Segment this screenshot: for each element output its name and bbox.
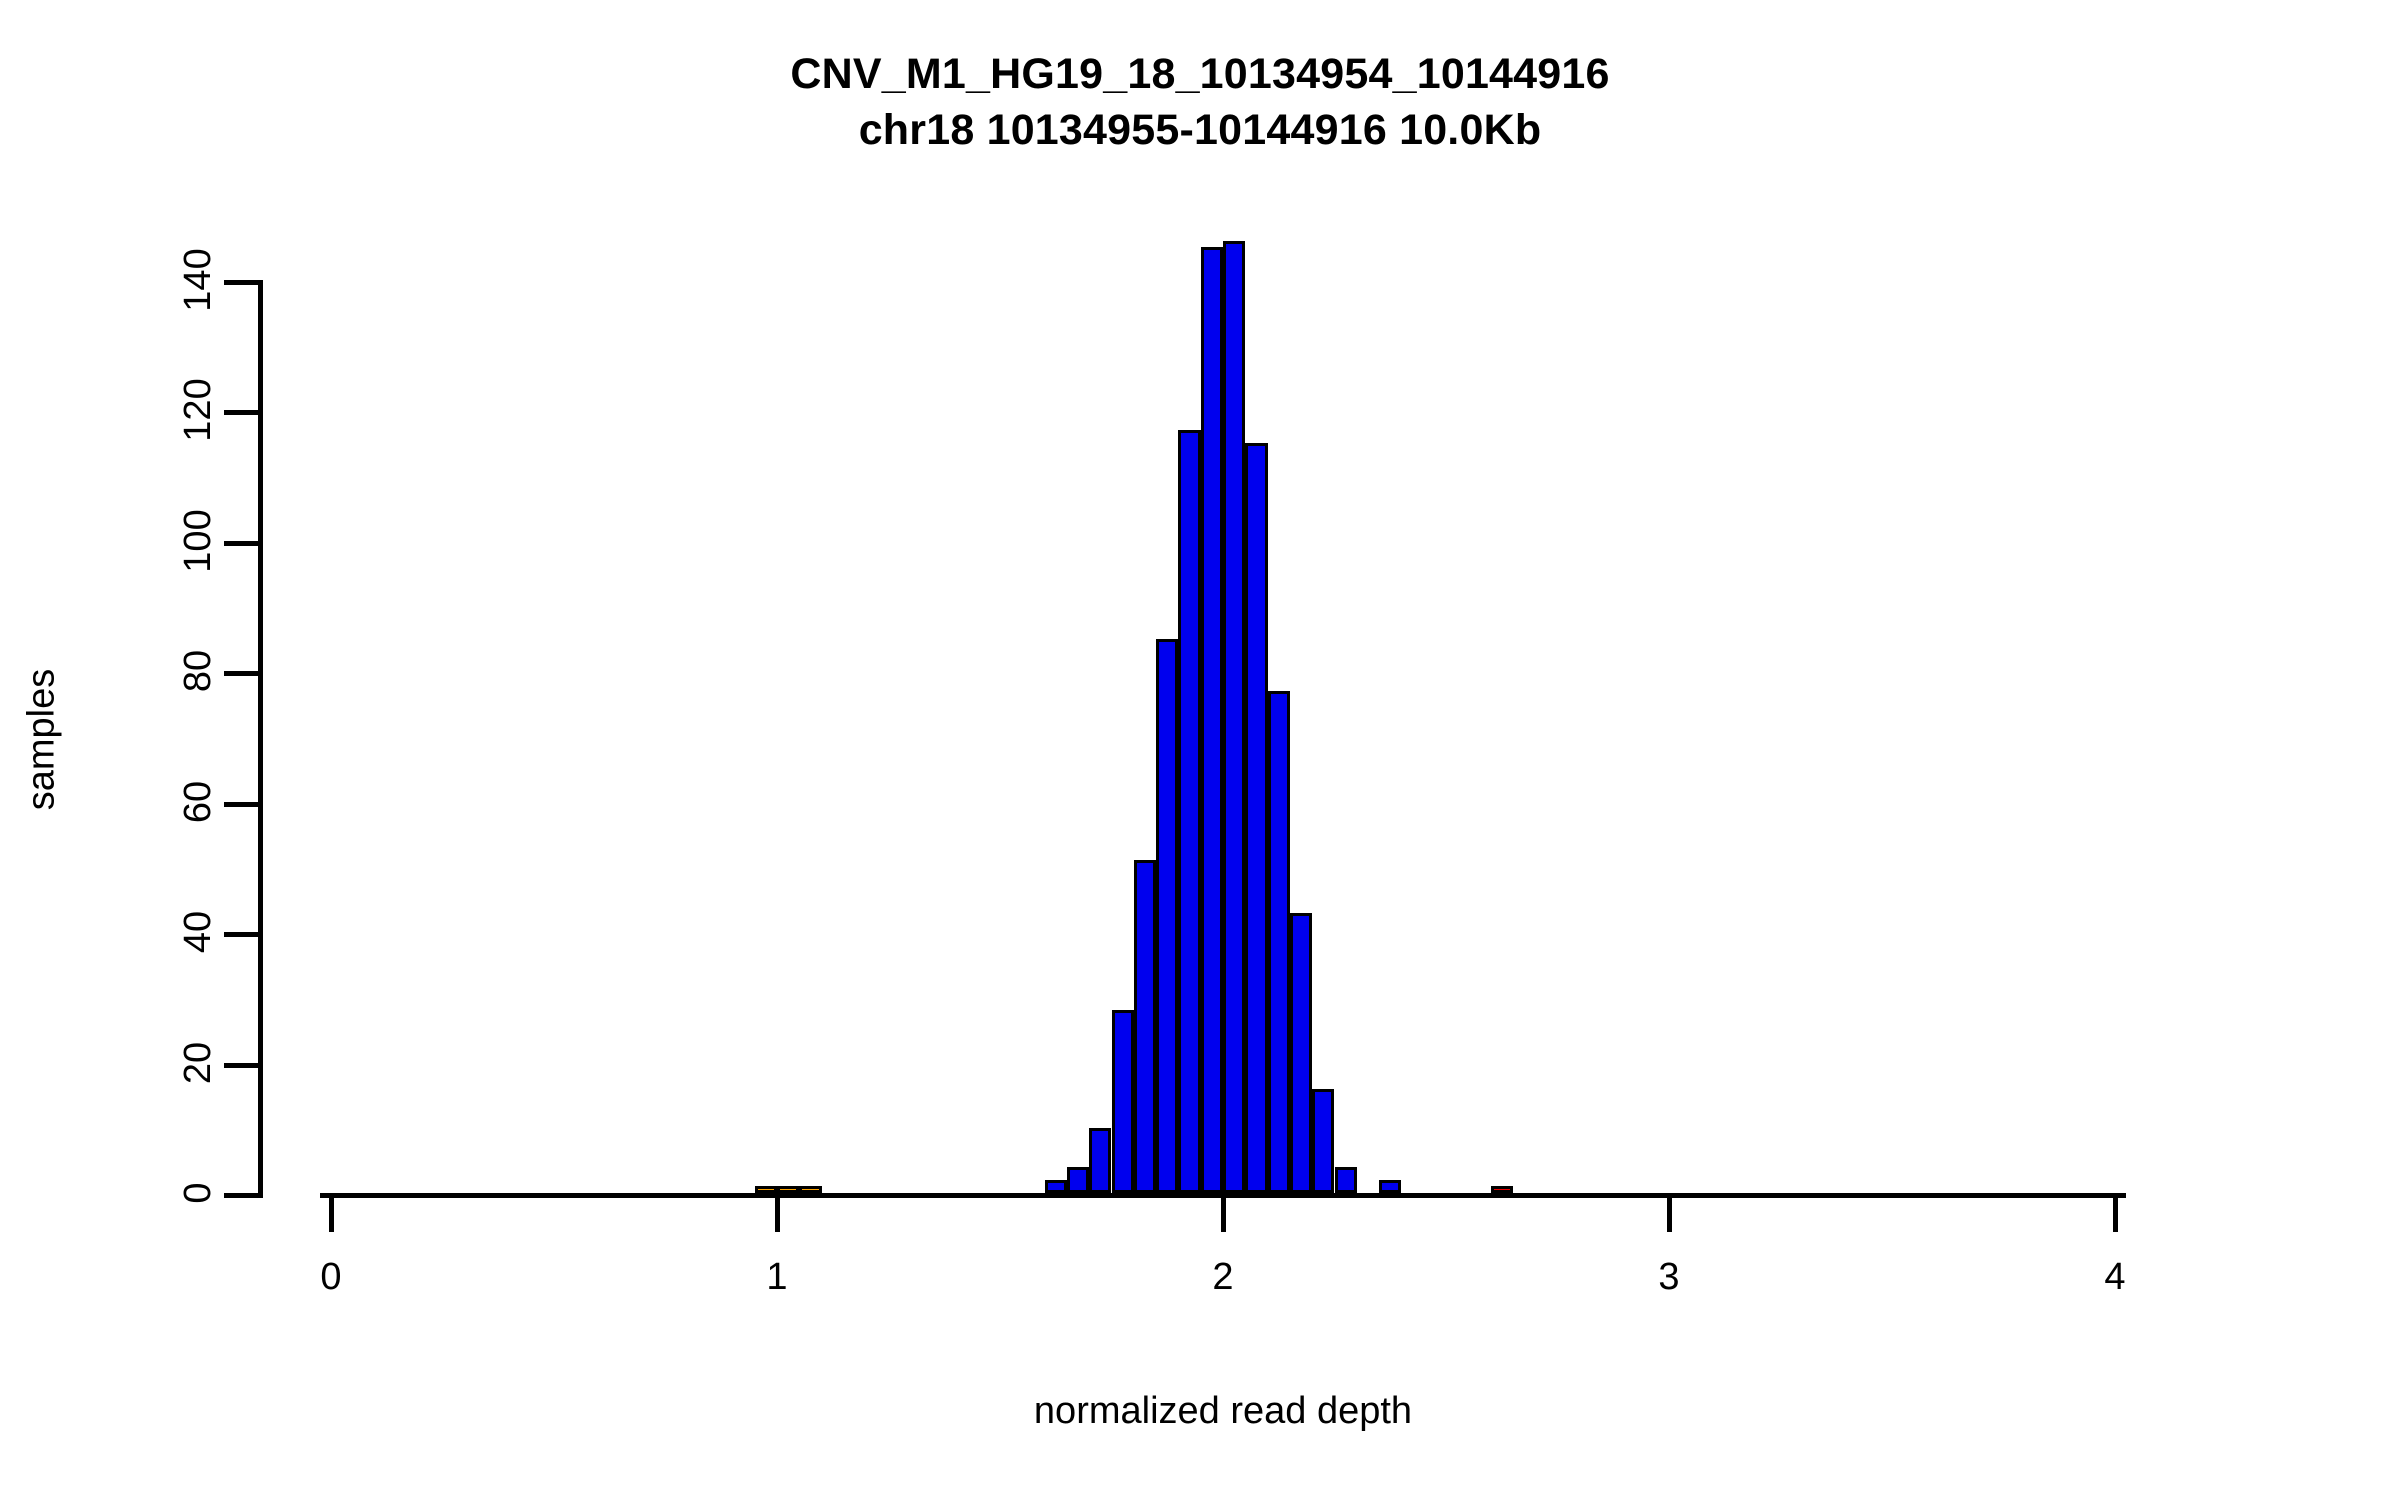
chart-title-line-1: CNV_M1_HG19_18_10134954_10144916 [790,50,1610,98]
x-tick-label-2: 2 [1212,1256,1234,1298]
y-tick-5 [224,540,258,546]
histogram-bar [1089,1127,1112,1193]
histogram-bar [777,1186,800,1193]
y-tick-label-7: 140 [177,248,219,312]
y-tick-3 [224,801,258,807]
x-tick-3 [1667,1198,1672,1232]
histogram-bar [799,1186,822,1193]
histogram-bar [1312,1088,1335,1193]
y-tick-label-1: 20 [177,1041,219,1084]
histogram-bar [1111,1010,1134,1193]
histogram-bar [1200,247,1223,1193]
y-tick-label-2: 40 [177,911,219,954]
y-tick-label-6: 120 [177,378,219,443]
histogram-bar [1223,240,1246,1193]
y-tick-label-3: 60 [177,780,219,823]
histogram-bar [1044,1179,1067,1193]
y-tick-label-0: 0 [177,1182,219,1204]
y-axis-line [258,280,263,1198]
x-tick-label-0: 0 [320,1256,342,1298]
histogram-bar [1133,860,1157,1193]
y-tick-7 [224,280,258,285]
histogram-bar [1156,638,1179,1193]
histogram-bar [1379,1179,1402,1193]
y-tick-label-4: 80 [177,650,219,693]
x-tick-label-1: 1 [766,1256,788,1298]
chart-title-line-2: chr18 10134955-10144916 10.0Kb [858,106,1542,154]
y-tick-4 [224,671,258,677]
x-tick-1 [775,1198,780,1232]
x-axis-line [320,1193,2126,1198]
histogram-bar [1267,690,1290,1193]
x-tick-label-4: 4 [2104,1256,2126,1298]
y-axis-title: samples [20,668,63,810]
histogram-bar [754,1186,777,1193]
x-tick-2 [1221,1198,1226,1232]
y-tick-1 [224,1062,258,1068]
histogram-bar [1289,912,1313,1193]
x-tick-label-3: 3 [1658,1256,1680,1298]
y-tick-6 [224,410,258,416]
histogram-bar [1334,1166,1357,1193]
y-tick-label-5: 100 [177,509,219,573]
histogram-bar [1490,1186,1513,1193]
x-tick-0 [329,1198,334,1232]
y-tick-0 [224,1193,258,1198]
chart-title: CNV_M1_HG19_18_10134954_10144916 chr18 1… [0,46,2400,158]
histogram-bar [1245,443,1268,1193]
x-tick-4 [2113,1198,2118,1232]
histogram-bar [1178,429,1201,1193]
x-axis-title: normalized read depth [1033,1390,1413,1432]
y-tick-2 [224,932,258,938]
histogram-bar [1066,1166,1090,1193]
